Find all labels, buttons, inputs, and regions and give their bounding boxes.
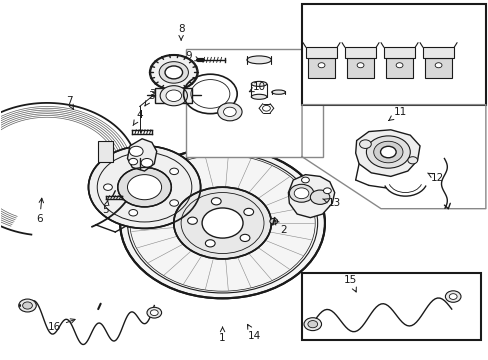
Circle shape (202, 208, 243, 238)
Text: 8: 8 (178, 24, 184, 40)
Circle shape (407, 157, 417, 164)
Bar (344, 47, 375, 58)
Circle shape (380, 146, 395, 158)
Bar (307, 58, 334, 78)
Circle shape (141, 158, 153, 167)
Circle shape (448, 294, 456, 300)
Text: 1: 1 (219, 327, 225, 343)
Text: 7: 7 (65, 96, 73, 109)
Circle shape (373, 141, 402, 163)
Circle shape (22, 302, 32, 309)
Circle shape (289, 184, 313, 202)
Text: 5: 5 (102, 200, 109, 216)
Circle shape (103, 184, 112, 190)
Circle shape (150, 55, 197, 90)
Circle shape (223, 107, 236, 117)
Circle shape (318, 63, 325, 68)
Bar (346, 58, 373, 78)
Circle shape (434, 63, 441, 68)
Circle shape (205, 240, 215, 247)
Bar (185, 49, 322, 157)
Circle shape (88, 146, 200, 228)
Bar (302, 4, 485, 105)
Ellipse shape (271, 90, 285, 94)
Text: 11: 11 (388, 107, 407, 121)
Circle shape (128, 210, 137, 216)
Text: 10: 10 (249, 82, 265, 92)
Text: 2: 2 (274, 220, 286, 235)
Text: 6: 6 (36, 198, 43, 224)
Ellipse shape (251, 94, 266, 99)
Circle shape (120, 148, 325, 298)
Circle shape (395, 63, 402, 68)
Circle shape (147, 307, 161, 318)
Circle shape (150, 310, 158, 316)
Text: 15: 15 (344, 275, 357, 292)
Circle shape (294, 188, 308, 199)
Circle shape (169, 200, 178, 206)
Polygon shape (98, 140, 113, 162)
Circle shape (160, 86, 187, 106)
Bar (385, 58, 412, 78)
Circle shape (127, 175, 161, 200)
Polygon shape (127, 139, 157, 171)
Bar (302, 273, 480, 339)
Circle shape (211, 198, 221, 205)
Circle shape (118, 167, 171, 207)
Circle shape (301, 177, 309, 183)
Circle shape (169, 168, 178, 175)
Circle shape (240, 234, 249, 242)
Circle shape (359, 140, 370, 148)
Ellipse shape (251, 81, 266, 86)
Circle shape (129, 146, 143, 156)
Bar (424, 58, 451, 78)
Text: 12: 12 (427, 173, 443, 183)
Text: 3: 3 (144, 91, 155, 106)
Circle shape (244, 208, 253, 216)
Circle shape (445, 291, 460, 302)
Circle shape (356, 63, 363, 68)
Text: 14: 14 (247, 324, 260, 341)
Circle shape (187, 217, 197, 224)
Text: 16: 16 (48, 319, 75, 332)
Text: 4: 4 (133, 111, 142, 126)
Text: 3: 3 (149, 89, 156, 99)
Circle shape (19, 299, 36, 312)
Circle shape (159, 62, 188, 83)
Bar (383, 47, 414, 58)
Polygon shape (288, 175, 334, 218)
Circle shape (269, 219, 277, 224)
Circle shape (307, 320, 317, 328)
Circle shape (262, 105, 270, 111)
Text: 13: 13 (322, 198, 341, 208)
Bar (305, 47, 336, 58)
Circle shape (164, 66, 182, 79)
Ellipse shape (246, 56, 271, 64)
Circle shape (323, 188, 330, 194)
Bar (155, 88, 192, 103)
Circle shape (310, 190, 329, 204)
Text: 9: 9 (185, 51, 199, 61)
Circle shape (366, 136, 409, 168)
Circle shape (165, 90, 181, 102)
Circle shape (173, 187, 271, 259)
Circle shape (304, 318, 321, 330)
Circle shape (217, 103, 242, 121)
Bar (422, 47, 453, 58)
Circle shape (128, 158, 137, 165)
Polygon shape (355, 130, 419, 176)
